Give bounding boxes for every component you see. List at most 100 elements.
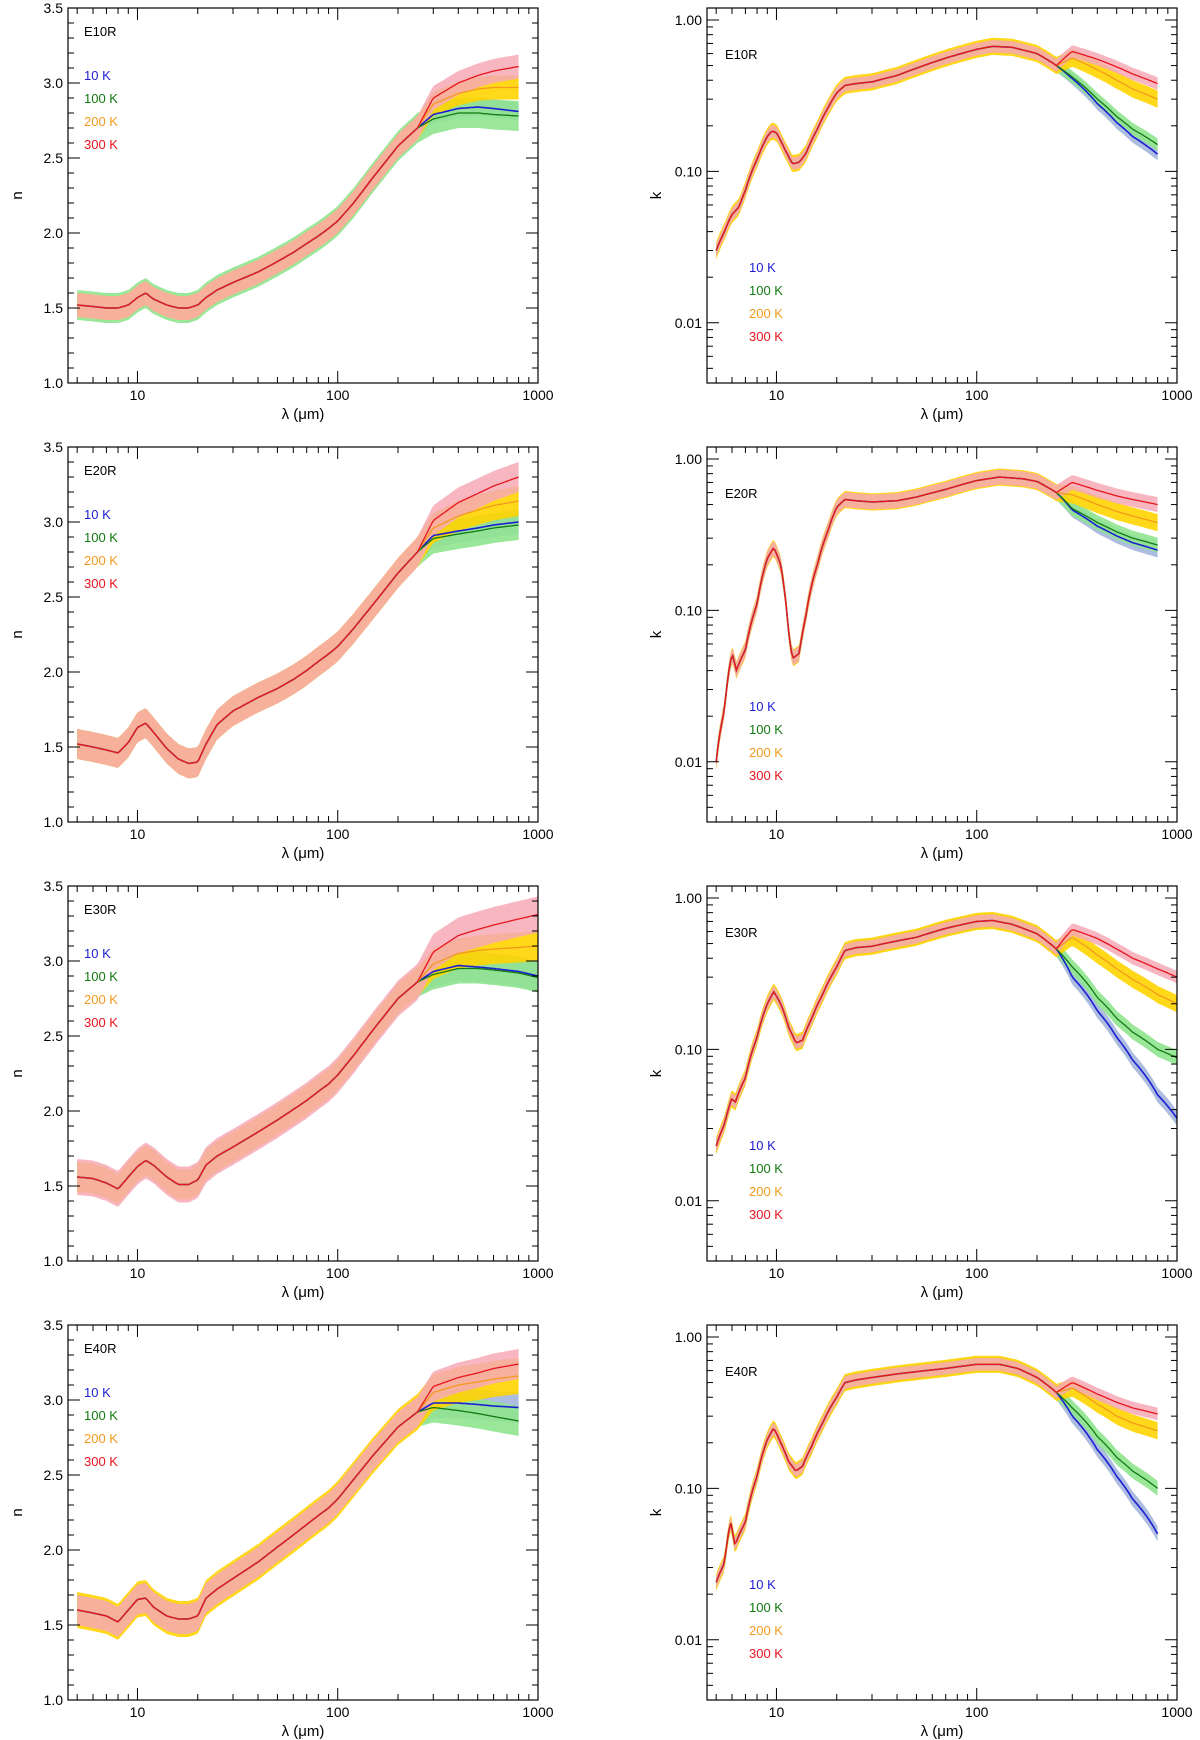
legend-entry-10k: 10 K (84, 507, 111, 522)
y-tick-label: 3.5 (44, 0, 64, 16)
plot-area (715, 37, 1159, 260)
y-axis-label: k (648, 1508, 665, 1516)
legend-entry-10k: 10 K (749, 699, 776, 714)
x-tick-label: 100 (965, 1265, 989, 1281)
plot-area (715, 1355, 1159, 1591)
band-200k (716, 37, 1158, 260)
x-tick-label: 100 (965, 826, 989, 842)
x-tick-label: 100 (965, 387, 989, 403)
series-line-300k (715, 476, 1158, 762)
y-tick-label: 0.01 (675, 315, 702, 331)
legend-entry-200k: 200 K (84, 992, 118, 1007)
y-tick-label: 3.5 (44, 439, 64, 455)
y-tick-label: 2.5 (44, 1467, 64, 1483)
y-tick-label: 1.0 (44, 814, 64, 830)
y-tick-label: 0.01 (675, 754, 702, 770)
band-300k (716, 40, 1158, 257)
y-axis-label: k (648, 630, 665, 638)
x-axis-label: λ (μm) (921, 406, 964, 423)
series-line-300k (715, 1363, 1158, 1583)
legend-entry-300k: 300 K (84, 1454, 118, 1469)
y-tick-label: 2.5 (44, 1028, 64, 1044)
plot-area (77, 462, 519, 779)
x-tick-label: 10 (769, 1265, 785, 1281)
series-line-100k (77, 112, 519, 309)
x-tick-label: 1000 (1161, 826, 1192, 842)
band-300k (77, 462, 519, 779)
panel-E20R-n: 10 100 1000 λ (μm) 1.0 1.5 2.0 2.5 3.0 3.5 n E20R 10… (9, 439, 554, 862)
y-tick-label: 1.5 (44, 1178, 64, 1194)
y-tick-label: 1.00 (675, 890, 702, 906)
panel-E30R-k: 10 100 1000 λ (μm) 0.01 0.10 1.00 k E30R 10 K 100 … (648, 885, 1193, 1301)
legend-entry-200k: 200 K (84, 114, 118, 129)
y-axis-label: k (648, 1069, 665, 1077)
x-axis-label: λ (μm) (921, 1284, 964, 1301)
series-line-300k (77, 1363, 519, 1623)
x-axis-label: λ (μm) (282, 1723, 325, 1740)
x-tick-label: 100 (326, 826, 350, 842)
y-tick-label: 2.0 (44, 1542, 64, 1558)
legend-entry-300k: 300 K (84, 1015, 118, 1030)
legend-entry-300k: 300 K (749, 329, 783, 344)
x-axis-label: λ (μm) (282, 845, 325, 862)
panel-E30R-n: 10 100 1000 λ (μm) 1.0 1.5 2.0 2.5 3.0 3.5 n E30R 10… (9, 878, 554, 1301)
y-tick-label: 2.5 (44, 589, 64, 605)
legend-entry-10k: 10 K (749, 1577, 776, 1592)
x-tick-label: 1000 (522, 1704, 553, 1720)
plot-area (715, 468, 1158, 771)
y-tick-label: 1.00 (675, 1329, 702, 1345)
y-tick-label: 1.5 (44, 300, 64, 316)
y-axis-label: n (9, 1508, 26, 1516)
x-tick-label: 10 (130, 387, 146, 403)
y-tick-label: 2.0 (44, 1103, 64, 1119)
legend-entry-10k: 10 K (84, 68, 111, 83)
y-tick-label: 2.0 (44, 225, 64, 241)
axes-frame (67, 1324, 539, 1701)
sample-label: E40R (725, 1364, 758, 1379)
x-tick-label: 1000 (522, 1265, 553, 1281)
y-tick-label: 3.0 (44, 514, 64, 530)
panel-E10R-k: 10 100 1000 λ (μm) 0.01 0.10 1.00 k E10R 10 K 100 … (648, 7, 1193, 423)
legend-entry-100k: 100 K (84, 969, 118, 984)
axes-frame (706, 885, 1178, 1262)
x-tick-label: 10 (769, 1704, 785, 1720)
y-tick-label: 3.0 (44, 953, 64, 969)
y-tick-label: 3.5 (44, 1317, 64, 1333)
legend-entry-200k: 200 K (84, 553, 118, 568)
y-tick-label: 0.10 (675, 163, 702, 179)
x-tick-label: 1000 (1161, 1704, 1192, 1720)
band-300k (77, 54, 519, 320)
sample-label: E30R (84, 902, 117, 917)
axes-frame (67, 446, 539, 823)
y-tick-label: 1.00 (675, 451, 702, 467)
legend-entry-10k: 10 K (84, 1385, 111, 1400)
x-axis-label: λ (μm) (921, 1723, 964, 1740)
legend-entry-100k: 100 K (749, 1161, 783, 1176)
legend-entry-300k: 300 K (749, 1646, 783, 1661)
x-tick-label: 1000 (1161, 387, 1192, 403)
legend-entry-200k: 200 K (749, 306, 783, 321)
legend-entry-100k: 100 K (84, 530, 118, 545)
sample-label: E20R (84, 463, 117, 478)
legend-entry-300k: 300 K (749, 1207, 783, 1222)
y-tick-label: 1.0 (44, 1692, 64, 1708)
series-line-300k (77, 476, 519, 765)
legend-entry-100k: 100 K (749, 722, 783, 737)
legend-entry-300k: 300 K (84, 137, 118, 152)
axes-frame (67, 7, 539, 384)
y-tick-label: 3.0 (44, 75, 64, 91)
legend-entry-10k: 10 K (749, 260, 776, 275)
axes-frame (706, 1324, 1178, 1701)
x-tick-label: 1000 (522, 826, 553, 842)
x-tick-label: 10 (769, 387, 785, 403)
x-tick-label: 10 (130, 1265, 146, 1281)
axes-frame (706, 7, 1178, 384)
axes-frame (67, 885, 539, 1262)
x-tick-label: 100 (326, 387, 350, 403)
legend-entry-200k: 200 K (749, 1623, 783, 1638)
series-line-300k (715, 919, 1177, 1147)
panel-E20R-k: 10 100 1000 λ (μm) 0.01 0.10 1.00 k E20R 10 K 100 … (648, 446, 1193, 862)
legend-entry-300k: 300 K (84, 576, 118, 591)
axes-frame (706, 446, 1178, 823)
